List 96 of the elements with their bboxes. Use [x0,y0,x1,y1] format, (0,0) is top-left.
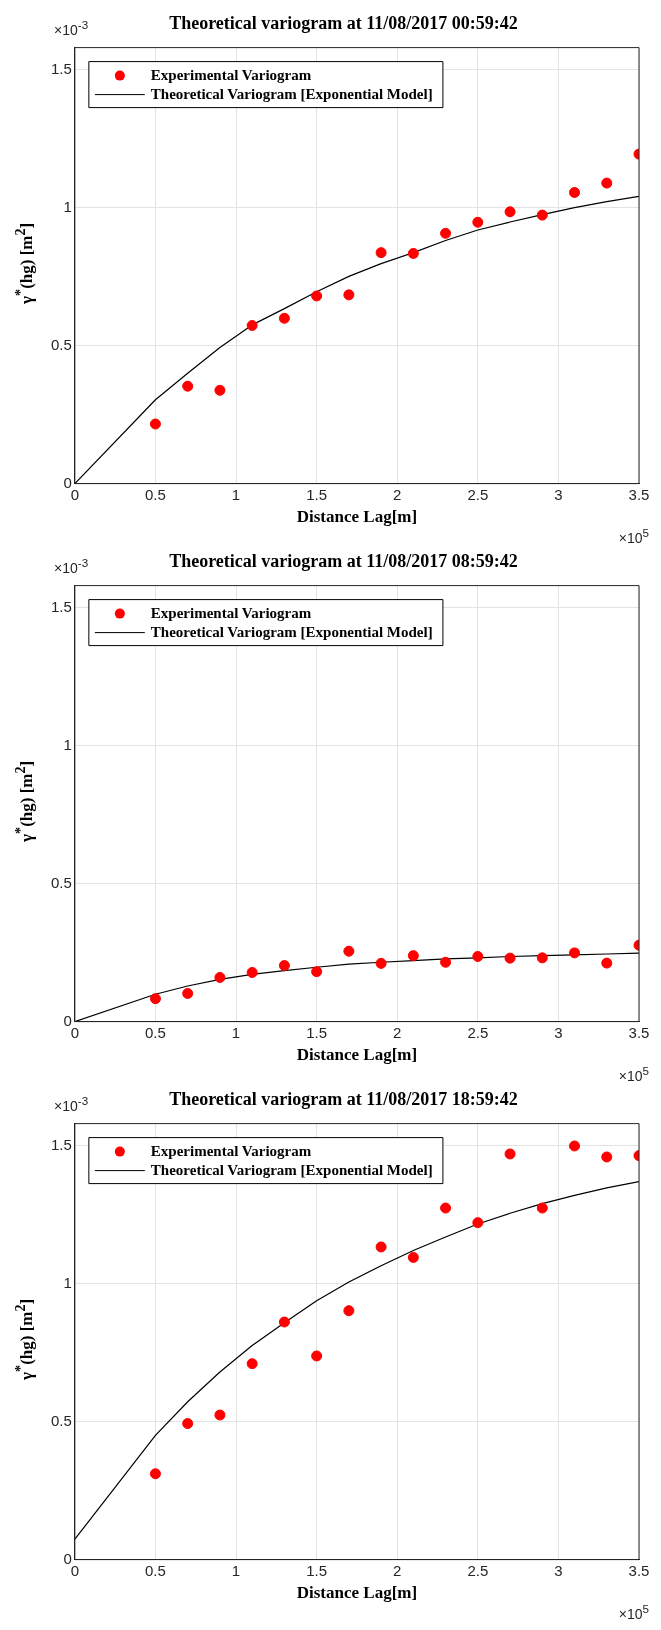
point [343,289,355,301]
chart-title: Theoretical variogram at 11/08/2017 08:59:42 [169,551,518,572]
point [407,950,419,962]
y-tick-label: 1.5 [50,1135,72,1153]
point [214,971,226,983]
x-tick-label: 2.5 [467,1023,489,1041]
point [569,947,581,959]
x-tick-label: 1 [231,1561,241,1579]
y-tick-label: 1 [63,197,72,215]
x-tick-label: 3.5 [628,1561,650,1579]
point [278,960,290,972]
point [440,956,452,968]
point [375,1241,387,1253]
x-tick-label: 1 [231,485,241,503]
y-tick-label: 0.5 [50,335,72,353]
point [246,1358,258,1370]
x-tick-label: 2 [393,1023,402,1041]
legend-label: Experimental Variogram [150,1143,312,1160]
point [375,957,387,969]
point [504,206,516,218]
point [569,186,581,198]
point [182,380,194,392]
x-tick-label: 0.5 [145,1561,166,1579]
text: ×10$^{-3}$ [54,556,89,576]
point [246,966,258,978]
text: ×10$^{-3}$ [54,1094,89,1114]
point [278,312,290,324]
point [214,1409,226,1421]
x-tick-label: 3 [554,485,563,503]
point [407,247,419,259]
point [504,1148,516,1160]
point [311,966,323,978]
point [149,993,161,1005]
x-tick-label: 1.5 [306,485,328,503]
y-tick-label: 0.5 [50,873,72,891]
point [504,952,516,964]
point [182,1418,194,1430]
y-tick-label: 0 [63,1549,72,1567]
point [601,177,613,189]
text: ×10$^{5}$ [618,1064,649,1084]
legend-label: Theoretical Variogram [Exponential Model] [150,86,433,103]
y-tick-label: 0.5 [50,1411,72,1429]
legend-label: Theoretical Variogram [Exponential Model] [150,1162,433,1179]
chart-title: Theoretical variogram at 11/08/2017 18:59:42 [169,1089,518,1110]
point [472,216,484,228]
text: ×10$^{5}$ [618,526,649,546]
x-tick-label: 3.5 [628,1023,650,1041]
x-tick-label: 2 [393,1561,402,1579]
point [536,209,548,221]
point [343,945,355,957]
point [311,290,323,302]
point [375,247,387,259]
x-axis-title: Distance Lag[m] [296,1583,418,1603]
x-tick-label: 3 [554,1023,563,1041]
x-axis-title: Distance Lag[m] [296,1045,418,1065]
point [536,952,548,964]
point [472,1217,484,1229]
point [182,987,194,999]
y-tick-label: 1 [63,1273,72,1291]
legend-label: Theoretical Variogram [Exponential Model] [150,624,433,641]
point [407,1251,419,1263]
x-tick-label: 1.5 [306,1023,328,1041]
x-tick-label: 1.5 [306,1561,328,1579]
point [246,319,258,331]
x-tick-label: 2.5 [467,1561,489,1579]
y-tick-label: 0 [63,1011,72,1029]
point [569,1140,581,1152]
point [536,1202,548,1214]
x-tick-label: 3 [554,1561,563,1579]
point [472,950,484,962]
point [149,418,161,430]
point [149,1468,161,1480]
chart-title: Theoretical variogram at 11/08/2017 00:59:42 [169,13,518,34]
point [343,1305,355,1317]
text: ×10$^{-3}$ [54,18,89,38]
point [278,1316,290,1328]
x-tick-label: 3.5 [628,485,650,503]
text: ×10$^{5}$ [618,1602,649,1622]
x-tick-label: 2.5 [467,485,489,503]
point [601,957,613,969]
x-tick-label: 0.5 [145,1023,166,1041]
x-tick-label: 1 [231,1023,241,1041]
x-tick-label: 0.5 [145,485,166,503]
point [601,1151,613,1163]
y-tick-label: 1.5 [50,597,72,615]
x-axis-title: Distance Lag[m] [296,507,418,527]
x-tick-label: 2 [393,485,402,503]
y-tick-label: 1.5 [50,59,72,77]
legend-label: Experimental Variogram [150,67,312,84]
point [440,1202,452,1214]
legend-label: Experimental Variogram [150,605,312,622]
point [214,384,226,396]
y-tick-label: 0 [63,473,72,491]
y-tick-label: 1 [63,735,72,753]
point [311,1350,323,1362]
point [440,227,452,239]
